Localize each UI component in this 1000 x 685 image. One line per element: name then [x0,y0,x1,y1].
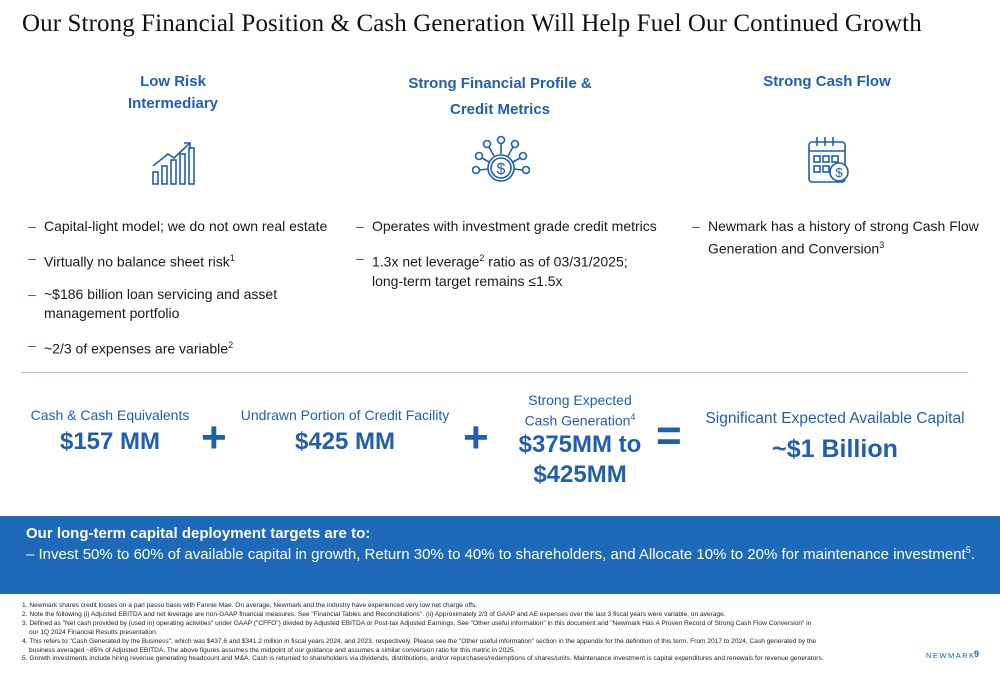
plus-sign: + [201,413,227,462]
svg-text:$: $ [835,165,843,180]
list-item: ~$186 billion loan servicing and asset m… [28,285,328,323]
section-divider [22,372,968,373]
footnote: our 1Q 2024 Financial Results presentati… [29,628,158,636]
banner-title: Our long-term capital deployment targets… [26,525,371,542]
footnote: 5. Growth investments include hiring rev… [22,655,824,663]
svg-text:$: $ [497,161,506,178]
footnote: 2. Note the following (i) Adjusted EBITD… [22,610,726,618]
list-item: Virtually no balance sheet risk1 [28,249,328,272]
banner-text: – Invest 50% to 60% of available capital… [26,545,975,563]
footnote-ref: 2 [228,339,234,350]
column-heading-low-risk: Low Risk Intermediary [88,71,258,115]
heading-line: Strong Financial Profile & [408,75,592,92]
cash-value: $157 MM [59,428,161,455]
footnote: 3. Defined as "Net cash provided by (use… [22,619,812,627]
bullet-list-low-risk: Capital-light model; we do not own real … [28,217,328,371]
credit-facility-label: Undrawn Portion of Credit Facility [240,407,450,423]
heading-line: Credit Metrics [449,101,551,118]
available-capital-value: ~$1 Billion [772,435,898,463]
footnote: business averaged ~85% of Adjusted EBITD… [29,646,516,654]
footnote-ref: 2 [479,253,485,263]
footnote-ref: 3 [879,240,885,250]
bullet-list-financial-profile: Operates with investment grade credit me… [356,217,666,304]
list-item: Operates with investment grade credit me… [356,217,666,236]
capital-deployment-banner: Our long-term capital deployment targets… [0,516,1000,594]
brand-logo-text: NEWMARK [926,651,976,660]
footnote: 1. Newmark shares credit losses on a par… [22,602,478,609]
page-number: 9 [974,649,980,659]
column-heading-cash-flow: Strong Cash Flow [742,71,912,93]
heading-line: Strong Cash Flow [763,73,891,90]
plus-sign: + [463,413,489,462]
credit-facility-value: $425 MM [294,428,396,455]
equals-sign: = [656,411,682,460]
dollar-coin-icon: $ [472,135,530,182]
available-capital-label: Significant Expected Available Capital [705,410,965,427]
list-item: ~2/3 of expenses are variable2 [28,336,328,359]
page-title: Our Strong Financial Position & Cash Gen… [22,10,922,37]
heading-line: Low Risk [140,73,206,90]
footnotes: 1. Newmark shares credit losses on a par… [22,602,922,664]
footnote-ref: 1 [229,253,235,263]
list-item: Capital-light model; we do not own real … [28,217,328,236]
heading-line: Intermediary [127,95,219,112]
column-heading-financial-profile: Strong Financial Profile & Credit Metric… [380,71,620,123]
cash-generation-value: $375MM to $425MM [518,431,642,488]
cash-label: Cash & Cash Equivalents [30,407,190,423]
list-item: 1.3x net leverage2 ratio as of 03/31/202… [356,249,666,291]
bar-chart-growth-icon [152,142,195,185]
bullet-list-cash-flow: Newmark has a history of strong Cash Flo… [692,217,982,272]
cash-generation-label: Strong Expected Cash Generation4 [524,392,636,429]
footnote: 4. This refers to "Cash Generated by the… [22,637,817,645]
calendar-dollar-icon: $ [808,137,849,183]
list-item: Newmark has a history of strong Cash Flo… [692,217,982,259]
